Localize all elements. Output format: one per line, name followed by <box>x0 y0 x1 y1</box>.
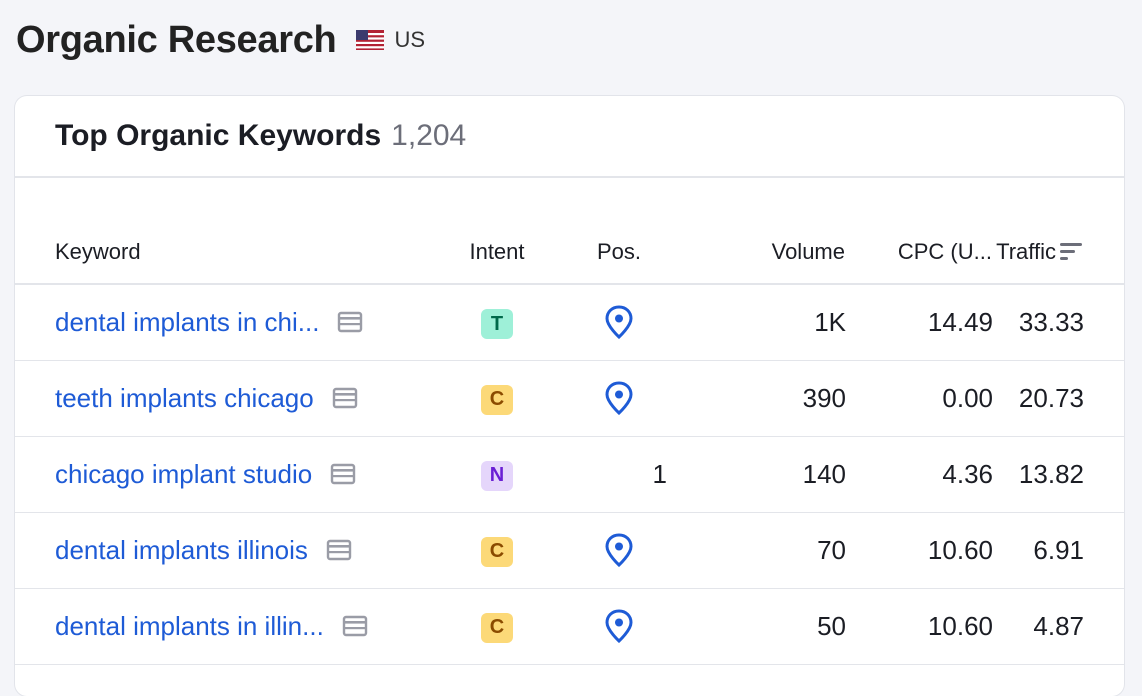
intent-badge[interactable]: C <box>481 612 513 643</box>
keyword-count: 1,204 <box>391 119 467 152</box>
position-value: 1 <box>652 458 667 489</box>
traffic-cell: 20.73 <box>1018 382 1084 413</box>
table-row: dental implants in illin... C 50 10.60 4… <box>15 588 1124 664</box>
table-row: dental implants illinois C 70 10.60 6.91 <box>15 512 1124 588</box>
intent-badge[interactable]: N <box>481 460 513 491</box>
keywords-table: Keyword Intent Pos. Volume CPC (U... Tra… <box>15 178 1124 665</box>
keyword-link[interactable]: dental implants illinois <box>55 534 308 565</box>
map-pin-icon[interactable] <box>604 381 634 416</box>
column-header-volume[interactable]: Volume <box>679 178 846 285</box>
keyword-cell: dental implants in illin... <box>15 588 436 664</box>
position-cell <box>558 284 679 360</box>
keyword-cell: teeth implants chicago <box>15 360 436 436</box>
column-header-position[interactable]: Pos. <box>558 178 679 285</box>
keyword-cell: dental implants in chi... <box>15 284 436 360</box>
volume-cell: 70 <box>817 534 846 565</box>
page-header: Organic Research US <box>16 14 425 66</box>
table-row: dental implants in chi... T 1K 14.49 33.… <box>15 284 1124 360</box>
volume-cell: 50 <box>817 610 846 641</box>
cpc-cell: 10.60 <box>927 610 993 641</box>
volume-cell: 1K <box>814 306 846 337</box>
us-flag-icon <box>356 30 385 50</box>
intent-cell: C <box>436 512 558 588</box>
intent-cell: T <box>436 284 558 360</box>
card-header: Top Organic Keywords 1,204 <box>15 96 1124 178</box>
volume-cell: 140 <box>802 458 846 489</box>
cpc-cell: 14.49 <box>927 306 993 337</box>
serp-page-icon[interactable] <box>332 387 358 409</box>
table-row: chicago implant studio N 1 140 4.36 13.8… <box>15 436 1124 512</box>
cpc-cell: 0.00 <box>942 382 993 413</box>
traffic-cell: 33.33 <box>1018 306 1084 337</box>
traffic-cell: 13.82 <box>1018 458 1084 489</box>
position-cell <box>558 512 679 588</box>
position-cell: 1 <box>558 436 679 512</box>
serp-page-icon[interactable] <box>330 463 356 485</box>
serp-page-icon[interactable] <box>326 539 352 561</box>
keyword-cell: chicago implant studio <box>15 436 436 512</box>
traffic-cell: 4.87 <box>1033 610 1084 641</box>
map-pin-icon[interactable] <box>604 609 634 644</box>
serp-page-icon[interactable] <box>337 311 363 333</box>
card-title[interactable]: Top Organic Keywords <box>55 119 382 152</box>
volume-cell: 390 <box>802 382 846 413</box>
column-header-intent[interactable]: Intent <box>436 178 558 285</box>
serp-page-icon[interactable] <box>342 615 368 637</box>
intent-badge[interactable]: C <box>481 536 513 567</box>
keyword-cell: dental implants illinois <box>15 512 436 588</box>
keyword-link[interactable]: dental implants in illin... <box>55 610 324 641</box>
keyword-link[interactable]: chicago implant studio <box>55 458 313 489</box>
keyword-link[interactable]: dental implants in chi... <box>55 306 320 337</box>
page-title: Organic Research <box>16 18 337 61</box>
map-pin-icon[interactable] <box>604 533 634 568</box>
table-header-row: Keyword Intent Pos. Volume CPC (U... Tra… <box>15 178 1124 285</box>
intent-cell: C <box>436 360 558 436</box>
intent-cell: C <box>436 588 558 664</box>
traffic-header-label: Traffic <box>996 239 1056 264</box>
cpc-cell: 4.36 <box>942 458 993 489</box>
intent-badge[interactable]: T <box>481 309 513 339</box>
map-pin-icon[interactable] <box>604 305 634 340</box>
database-selector[interactable]: US <box>356 27 425 53</box>
intent-badge[interactable]: C <box>481 384 513 415</box>
position-cell <box>558 588 679 664</box>
keyword-link[interactable]: teeth implants chicago <box>55 382 314 413</box>
intent-cell: N <box>436 436 558 512</box>
column-header-cpc[interactable]: CPC (U... <box>846 178 993 285</box>
traffic-cell: 6.91 <box>1033 534 1084 565</box>
sort-descending-icon[interactable] <box>1058 241 1084 263</box>
column-header-traffic[interactable]: Traffic <box>993 178 1124 285</box>
position-cell <box>558 360 679 436</box>
top-organic-keywords-card: Top Organic Keywords 1,204 Keyword Inten… <box>15 96 1124 696</box>
database-label: US <box>394 27 426 52</box>
column-header-keyword[interactable]: Keyword <box>15 178 436 285</box>
table-row: teeth implants chicago C 390 0.00 20.73 <box>15 360 1124 436</box>
cpc-cell: 10.60 <box>927 534 993 565</box>
